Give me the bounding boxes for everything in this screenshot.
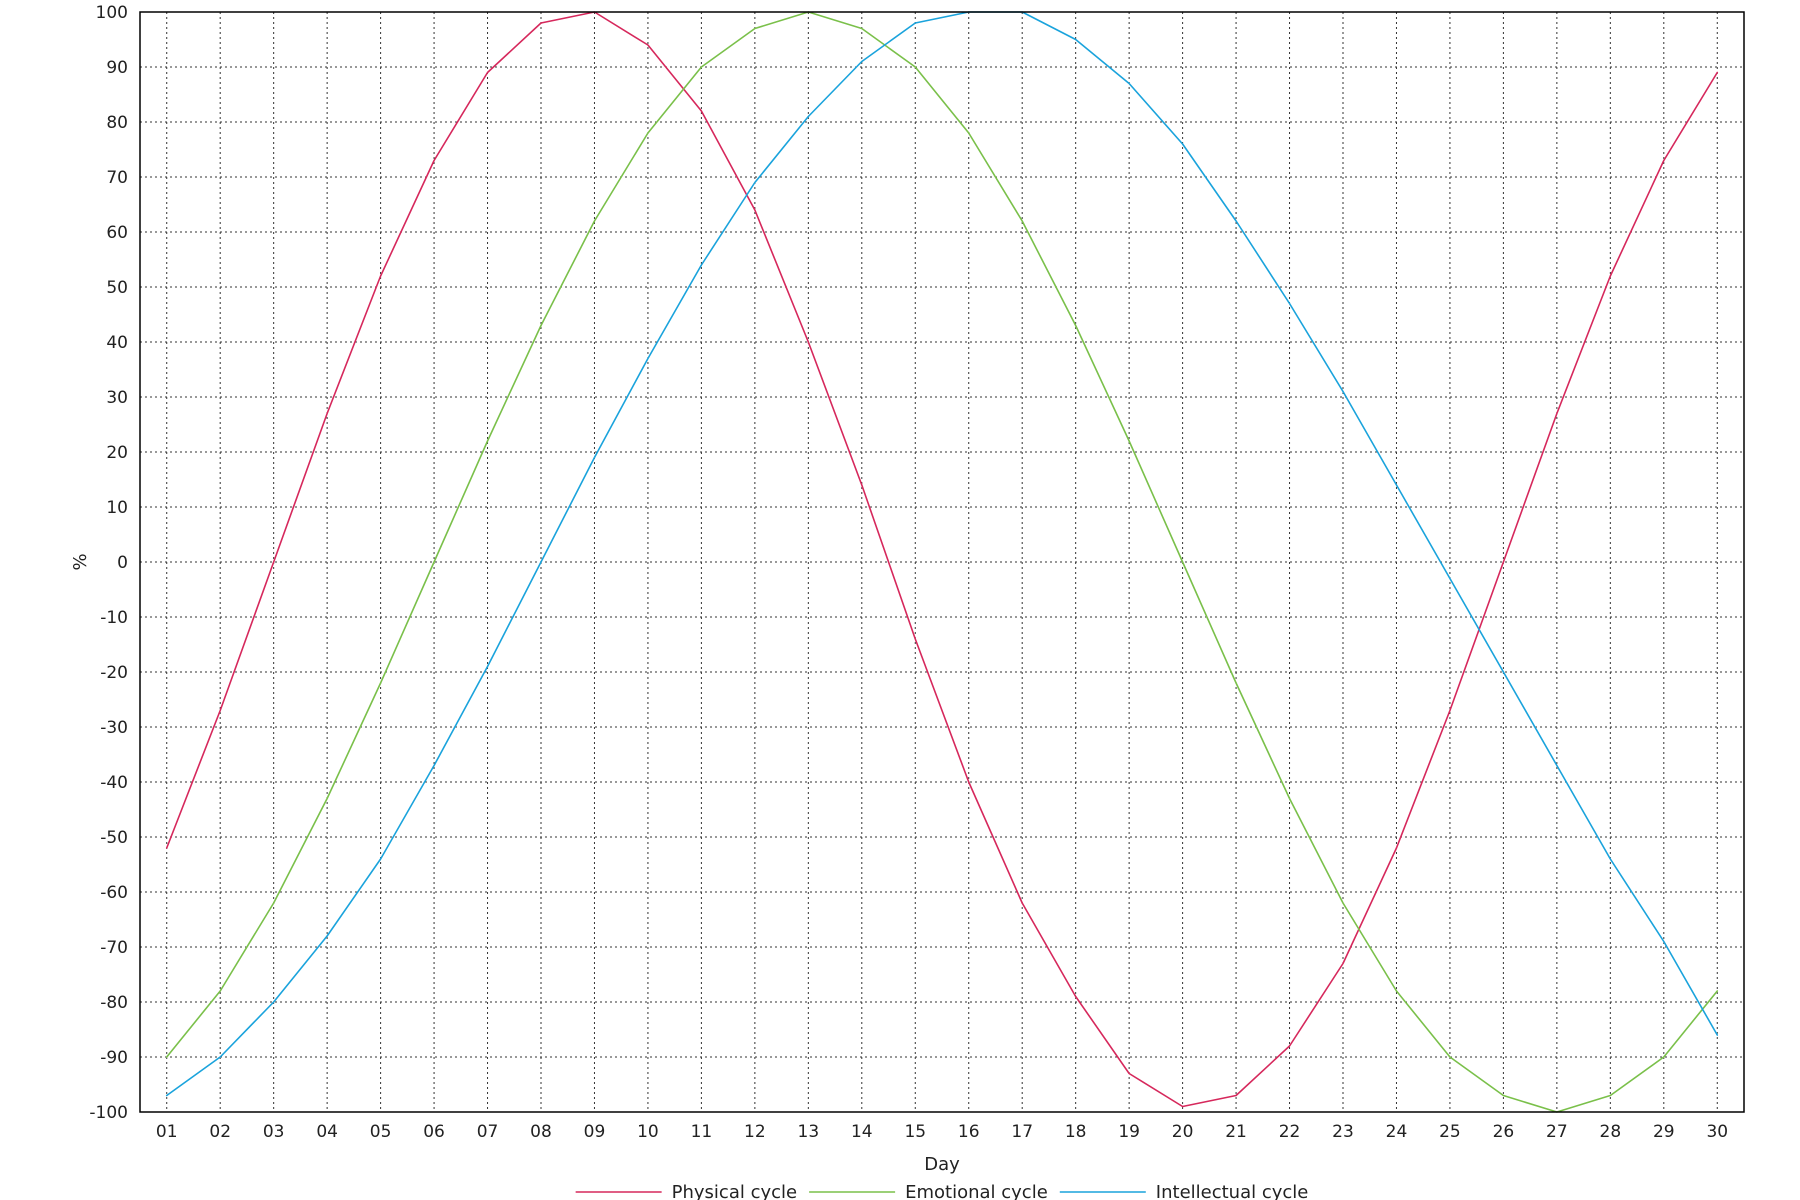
x-tick-label: 29 [1653,1122,1675,1142]
y-tick-label: 90 [106,58,128,78]
series-lines [165,11,1719,1113]
y-tick-label: -90 [100,1048,128,1068]
y-tick-label: -50 [100,828,128,848]
x-tick-label: 19 [1118,1122,1140,1142]
x-tick-label: 18 [1065,1122,1087,1142]
y-tick-label: -70 [100,938,128,958]
plot-frame [139,11,1745,1113]
x-tick-label: 15 [904,1122,926,1142]
y-tick-label: -30 [100,718,128,738]
y-tick-label: -40 [100,773,128,793]
legend-item-physical-cycle: Physical cycle [575,1182,797,1200]
legend: Physical cycle Emotional cycle Intellectua… [575,1182,1309,1200]
x-tick-label: 12 [744,1122,766,1142]
legend-label: Intellectual cycle [1156,1182,1309,1200]
series-line-emotional-cycle [165,11,1719,1113]
x-tick-label: 02 [209,1122,231,1142]
legend-label: Emotional cycle [905,1182,1048,1200]
x-tick-label: 22 [1279,1122,1301,1142]
legend-label: Physical cycle [672,1182,797,1200]
y-tick-label: 80 [106,113,128,133]
series-line-intellectual-cycle [165,11,1719,1097]
y-tick-label: 30 [106,388,128,408]
x-tick-label: 24 [1386,1122,1408,1142]
x-axis-ticks: 01 02 03 04 05 06 07 08 09 10 11 12 13 14 15 16 17 18 19 20… [156,1122,1728,1142]
y-tick-label: 10 [106,498,128,518]
x-tick-label: 20 [1172,1122,1194,1142]
x-tick-label: 13 [798,1122,820,1142]
x-tick-label: 07 [477,1122,499,1142]
x-tick-label: 06 [423,1122,445,1142]
x-tick-label: 23 [1332,1122,1354,1142]
x-tick-label: 16 [958,1122,980,1142]
x-tick-label: 17 [1011,1122,1033,1142]
x-tick-label: 25 [1439,1122,1461,1142]
x-tick-label: 03 [263,1122,285,1142]
x-tick-label: 10 [637,1122,659,1142]
legend-item-emotional-cycle: Emotional cycle [809,1182,1048,1200]
y-axis-label: % [70,553,91,570]
y-tick-label: 40 [106,333,128,353]
y-tick-label: 60 [106,223,128,243]
y-tick-label: 100 [96,3,128,23]
y-tick-label: -10 [100,608,128,628]
y-tick-label: 50 [106,278,128,298]
x-tick-label: 08 [530,1122,552,1142]
x-tick-label: 05 [370,1122,392,1142]
y-tick-label: -100 [89,1103,128,1123]
series-line-physical-cycle [165,11,1719,1108]
y-axis-ticks: 1009080706050403020100-10-20-30-40-50-60… [89,3,128,1123]
x-tick-label: 01 [156,1122,178,1142]
x-tick-label: 09 [584,1122,606,1142]
x-tick-label: 14 [851,1122,873,1142]
x-tick-label: 30 [1706,1122,1728,1142]
x-tick-label: 21 [1225,1122,1247,1142]
x-axis-label: Day [924,1154,960,1175]
y-tick-label: 0 [117,553,128,573]
legend-item-intellectual-cycle: Intellectual cycle [1059,1182,1309,1200]
y-tick-label: 70 [106,168,128,188]
x-tick-label: 04 [316,1122,338,1142]
y-tick-label: -80 [100,993,128,1013]
x-tick-label: 28 [1600,1122,1622,1142]
x-tick-label: 27 [1546,1122,1568,1142]
y-tick-label: -20 [100,663,128,683]
y-tick-label: -60 [100,883,128,903]
x-tick-label: 11 [691,1122,713,1142]
y-tick-label: 20 [106,443,128,463]
x-tick-label: 26 [1493,1122,1515,1142]
